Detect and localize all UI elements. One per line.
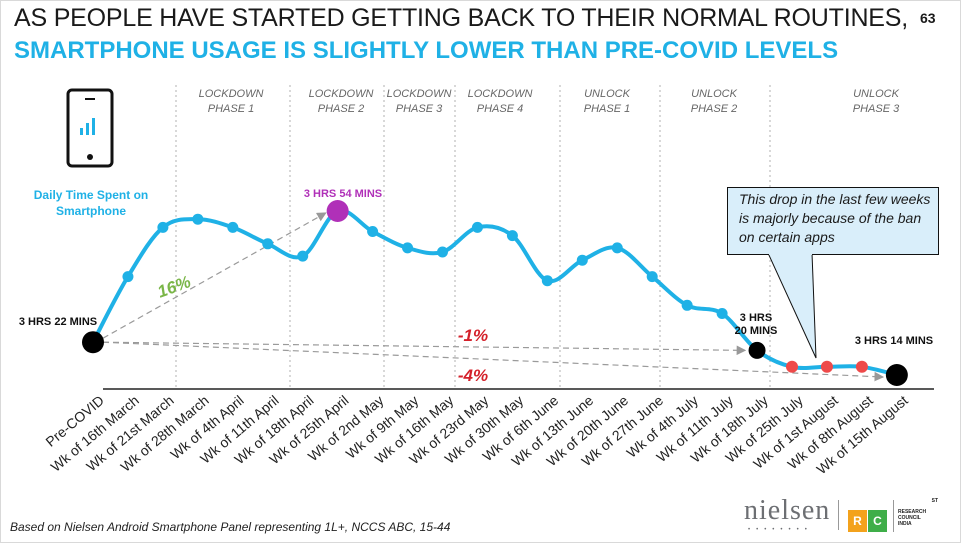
data-point [541,275,553,287]
smartphone-icon [66,88,114,168]
phase-label: LOCKDOWN [387,88,452,100]
data-point [297,250,309,262]
data-point-recent [786,360,798,373]
data-point [192,213,204,225]
data-point-endpoint [885,364,908,386]
phase-label: PHASE 2 [318,103,364,115]
value-label: 3 HRS 22 MINS [19,316,97,328]
callout-box [727,187,939,255]
annotation-label: 16% [155,272,193,301]
phase-label: PHASE 2 [691,103,737,115]
phase-label: PHASE 4 [477,103,523,115]
phase-label: PHASE 1 [208,103,254,115]
data-point-recent [820,360,833,373]
data-point [437,246,448,258]
footnote: Based on Nielsen Android Smartphone Pane… [10,520,451,534]
data-point [402,242,414,254]
data-point [681,299,693,311]
annotation-label: -4% [458,366,488,385]
data-point [262,238,274,250]
nielsen-dots: •••••••• [748,527,813,533]
nielsen-logo: nielsen [744,495,831,526]
title-line-2: SMARTPHONE USAGE IS SLIGHTLY LOWER THAN … [14,37,839,64]
page-number: 63 [920,10,936,26]
data-point [506,230,518,242]
phase-label: LOCKDOWN [199,88,264,100]
rc-logo: R C [848,510,888,532]
data-point [122,271,134,283]
annotation-label: -1% [458,326,488,345]
annotation-arrow [102,341,747,356]
phase-label: PHASE 1 [584,103,630,115]
data-point [157,221,169,233]
value-label: 3 HRS 54 MINS [304,188,382,200]
phase-label: LOCKDOWN [309,88,374,100]
value-label: 3 HRS [740,312,772,324]
value-label: 20 MINS [735,325,778,337]
title-line-1: AS PEOPLE HAVE STARTED GETTING BACK TO T… [14,4,909,32]
rc-text: ST RESEARCH COUNCIL INDIA [898,498,938,527]
metric-label-line-2: Smartphone [56,204,126,218]
data-point [471,221,483,233]
metric-label-line-1: Daily Time Spent on [34,188,148,202]
annotation-arrow [102,212,327,339]
phase-label: PHASE 3 [396,103,443,115]
data-point [576,254,588,266]
phase-label: UNLOCK [584,88,631,100]
callout-text: This drop in the last few weeks is major… [739,191,931,245]
data-point-recent [855,360,868,373]
data-point-marked [748,341,766,359]
data-point-peak [326,200,349,222]
data-point [227,221,239,233]
data-point-endpoint [82,331,104,354]
data-point [367,226,379,237]
data-point [646,271,658,283]
phase-label: PHASE 3 [853,103,900,115]
logo-divider [838,500,839,530]
phase-label: UNLOCK [691,88,738,100]
rc-divider [893,500,894,532]
data-point [611,242,623,254]
value-label: 3 HRS 14 MINS [855,335,933,347]
phase-label: LOCKDOWN [468,88,533,100]
data-point [716,308,728,319]
phase-label: UNLOCK [853,88,900,100]
callout-pointer [767,252,817,359]
annotation-arrow [102,341,885,382]
